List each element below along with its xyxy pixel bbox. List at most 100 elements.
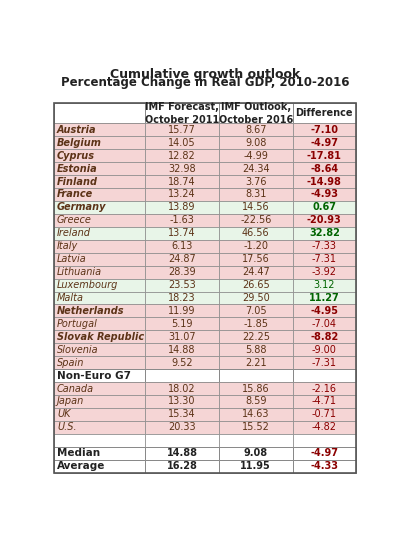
Text: 14.63: 14.63 <box>242 409 270 419</box>
Bar <box>292 460 356 473</box>
Text: -9.00: -9.00 <box>312 345 337 354</box>
Bar <box>54 369 145 382</box>
Text: 15.86: 15.86 <box>242 384 270 394</box>
Bar <box>145 395 219 408</box>
Text: 17.56: 17.56 <box>242 254 270 264</box>
Text: Spain: Spain <box>57 358 84 368</box>
Text: 15.52: 15.52 <box>242 422 270 432</box>
Bar <box>219 317 292 330</box>
Bar <box>54 356 145 369</box>
Bar <box>292 447 356 460</box>
Bar <box>54 279 145 291</box>
Text: 14.56: 14.56 <box>242 202 270 212</box>
Bar <box>219 369 292 382</box>
Bar <box>54 201 145 214</box>
Bar <box>219 330 292 343</box>
Text: 20.33: 20.33 <box>168 422 196 432</box>
Text: 8.59: 8.59 <box>245 397 266 406</box>
Bar <box>54 188 145 201</box>
Text: 3.12: 3.12 <box>314 280 335 290</box>
Bar <box>145 149 219 162</box>
Bar <box>219 421 292 434</box>
Bar <box>219 434 292 447</box>
Text: 14.88: 14.88 <box>167 448 198 458</box>
Bar <box>145 330 219 343</box>
Text: Belgium: Belgium <box>57 138 102 148</box>
Bar <box>145 447 219 460</box>
Bar <box>292 253 356 265</box>
Text: 11.27: 11.27 <box>309 293 340 303</box>
Text: 0.67: 0.67 <box>312 202 336 212</box>
Text: -1.85: -1.85 <box>243 319 268 329</box>
Bar <box>54 103 145 123</box>
Bar <box>54 408 145 421</box>
Text: Canada: Canada <box>57 384 94 394</box>
Bar <box>219 343 292 356</box>
Bar <box>219 103 292 123</box>
Bar <box>292 421 356 434</box>
Text: Slovak Republic: Slovak Republic <box>57 332 144 342</box>
Text: Finland: Finland <box>57 176 98 186</box>
Bar <box>219 395 292 408</box>
Text: 15.34: 15.34 <box>168 409 196 419</box>
Bar <box>54 227 145 240</box>
Bar <box>54 162 145 175</box>
Bar <box>54 253 145 265</box>
Bar <box>219 265 292 279</box>
Bar <box>219 149 292 162</box>
Bar <box>54 149 145 162</box>
Text: 16.28: 16.28 <box>167 461 198 471</box>
Bar <box>219 188 292 201</box>
Text: 9.08: 9.08 <box>244 448 268 458</box>
Text: -14.98: -14.98 <box>307 176 342 186</box>
Text: Non-Euro G7: Non-Euro G7 <box>57 371 131 380</box>
Bar <box>292 369 356 382</box>
Text: 32.82: 32.82 <box>309 228 340 238</box>
Bar <box>145 460 219 473</box>
Bar <box>54 305 145 317</box>
Text: -4.99: -4.99 <box>243 150 268 161</box>
Text: Latvia: Latvia <box>57 254 87 264</box>
Bar <box>54 447 145 460</box>
Bar <box>54 330 145 343</box>
Text: 46.56: 46.56 <box>242 228 270 238</box>
Bar <box>54 421 145 434</box>
Bar <box>292 175 356 188</box>
Text: Cyprus: Cyprus <box>57 150 95 161</box>
Text: 2.21: 2.21 <box>245 358 266 368</box>
Bar <box>292 149 356 162</box>
Text: 6.13: 6.13 <box>172 241 193 251</box>
Text: -20.93: -20.93 <box>307 215 342 226</box>
Bar <box>292 201 356 214</box>
Bar <box>145 175 219 188</box>
Text: Italy: Italy <box>57 241 78 251</box>
Bar <box>292 214 356 227</box>
Text: Cumulative growth outlook: Cumulative growth outlook <box>110 68 300 81</box>
Text: 13.30: 13.30 <box>168 397 196 406</box>
Text: -4.95: -4.95 <box>310 306 338 316</box>
Text: -4.97: -4.97 <box>310 138 338 148</box>
Text: 15.77: 15.77 <box>168 125 196 135</box>
Text: 14.88: 14.88 <box>168 345 196 354</box>
Text: -4.71: -4.71 <box>312 397 337 406</box>
Bar <box>219 123 292 136</box>
Text: 13.74: 13.74 <box>168 228 196 238</box>
Bar <box>219 279 292 291</box>
Bar <box>292 123 356 136</box>
Text: Luxembourg: Luxembourg <box>57 280 118 290</box>
Bar <box>292 240 356 253</box>
Text: 26.65: 26.65 <box>242 280 270 290</box>
Bar <box>145 136 219 149</box>
Bar <box>219 382 292 395</box>
Bar <box>292 434 356 447</box>
Text: 9.52: 9.52 <box>171 358 193 368</box>
Bar <box>292 136 356 149</box>
Bar <box>54 265 145 279</box>
Text: -8.82: -8.82 <box>310 332 338 342</box>
Bar <box>292 343 356 356</box>
Text: Median: Median <box>57 448 100 458</box>
Text: 32.98: 32.98 <box>168 164 196 174</box>
Bar <box>145 201 219 214</box>
Text: -7.04: -7.04 <box>312 319 337 329</box>
Bar <box>219 356 292 369</box>
